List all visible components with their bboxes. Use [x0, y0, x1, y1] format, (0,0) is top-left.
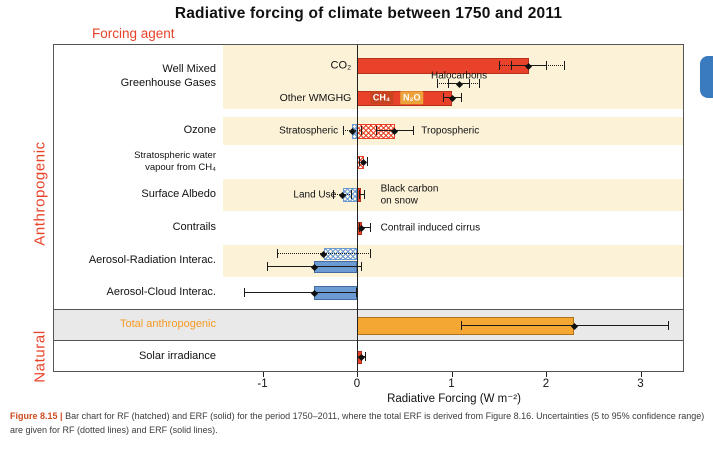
row-plot-total-anthropogenic: [223, 310, 683, 340]
row-aerosol-radiation: Aerosol-Radiation Interac.: [54, 245, 683, 277]
chart-plot-area: Well Mixed Greenhouse Gases CO₂ Halocarbons…: [53, 44, 684, 372]
row-plot-strat-water-vapour: [223, 145, 683, 179]
row-contrails: Contrails Contrail induced cirrus: [54, 211, 683, 245]
x-tick-label--1: -1: [257, 378, 268, 390]
anthropogenic-group-label: Anthropogenic: [31, 141, 49, 246]
caption-figure-number: Figure 8.15 |: [10, 411, 63, 421]
row-solar-irradiance: Solar irradiance: [54, 341, 683, 371]
row-label-total-anthropogenic: Total anthropogenic: [119, 318, 216, 331]
row-label-aerosol-cloud: Aerosol-Cloud Interac.: [106, 286, 216, 299]
row-total-anthropogenic: Total anthropogenic: [54, 309, 683, 341]
chart-title: Radiative forcing of climate between 175…: [174, 5, 563, 22]
row-wmgg: Well Mixed Greenhouse Gases CO₂ Halocarbons…: [54, 45, 683, 109]
x-tick-0: [357, 372, 358, 377]
row-plot-solar-irradiance: [223, 341, 683, 371]
contrail-cirrus-label: Contrail induced cirrus: [380, 222, 481, 234]
x-tick-label-2: 2: [542, 378, 550, 390]
row-label-contrails: Contrails: [172, 221, 216, 234]
row-plot-ozone: Stratospheric Tropospheric: [223, 117, 683, 145]
n2o-chip: N₂O: [400, 91, 424, 105]
caption-text: Bar chart for RF (hatched) and ERF (soli…: [10, 411, 705, 436]
row-label-wmgg: Well Mixed Greenhouse Gases: [120, 63, 216, 89]
row-label-ozone: Ozone: [183, 124, 216, 137]
row-label-surface-albedo: Surface Albedo: [141, 188, 216, 201]
co2-label: CO₂: [330, 59, 352, 72]
row-plot-aerosol-cloud: [223, 277, 683, 309]
row-plot-aerosol-radiation: [223, 245, 683, 277]
land-use-label: Land Use: [293, 189, 337, 201]
row-strat-water-vapour: Stratospheric water vapour from CH₄: [54, 145, 683, 179]
forcing-agent-header: Forcing agent: [92, 26, 175, 41]
row-surface-albedo: Surface Albedo Land Use Black carbon on sno…: [54, 179, 683, 211]
ch4-chip: CH₄: [369, 91, 394, 105]
other-wmghg-label: Other WMGHG: [279, 91, 352, 104]
row-plot-contrails: Contrail induced cirrus: [223, 211, 683, 245]
row-plot-surface-albedo: Land Use Black carbon on snow: [223, 179, 683, 211]
x-axis-title: Radiative Forcing (W m⁻²): [387, 393, 521, 405]
row-aerosol-cloud: Aerosol-Cloud Interac.: [54, 277, 683, 309]
row-label-solar-irradiance: Solar irradiance: [138, 350, 216, 363]
x-tick-2: [546, 372, 547, 377]
x-tick-1: [451, 372, 453, 377]
row-wmgg-gap: [54, 109, 683, 117]
chart-rows: Well Mixed Greenhouse Gases CO₂ Halocarbons…: [54, 45, 683, 371]
halocarbons-label: Halocarbons: [430, 70, 488, 82]
row-label-aerosol-radiation: Aerosol-Radiation Interac.: [88, 254, 216, 267]
aci-erf-whisker: [243, 288, 357, 298]
row-ozone: Ozone Stratospheric Tropospheric: [54, 117, 683, 145]
row-label-wmgg-gap: [54, 109, 223, 117]
x-tick-label-0: 0: [353, 378, 361, 390]
natural-group-label: Natural: [31, 330, 49, 383]
row-plot-wmgg-gap: [223, 109, 683, 117]
figure-caption: Figure 8.15 | Bar chart for RF (hatched)…: [10, 409, 707, 438]
row-plot-wmgg: CO₂ Halocarbons Other WMGHG CH₄ N₂O: [223, 45, 683, 109]
x-axis: -1 0 1 2 3: [223, 372, 685, 396]
land-use-rf-bar: [342, 188, 357, 202]
total-whisker: [460, 321, 669, 331]
side-tab[interactable]: [700, 56, 713, 98]
x-tick-3: [640, 372, 642, 377]
row-label-strat-water-vapour: Stratospheric water vapour from CH₄: [134, 150, 216, 173]
x-tick--1: [262, 372, 264, 377]
x-tick-label-3: 3: [637, 378, 644, 390]
zero-axis-line: [357, 45, 358, 371]
black-carbon-label: Black carbon on snow: [380, 183, 439, 207]
x-tick-label-1: 1: [448, 378, 455, 390]
stratospheric-label: Stratospheric: [279, 125, 339, 137]
bc-snow-whisker: [358, 190, 366, 200]
tropospheric-label: Tropospheric: [421, 125, 480, 137]
